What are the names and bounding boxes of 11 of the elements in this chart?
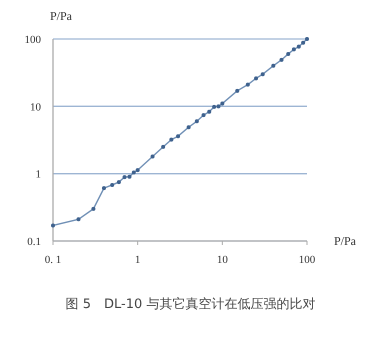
x-tick-label: 0. 1	[44, 254, 62, 266]
x-tick-label: 10	[216, 254, 228, 266]
y-tick-label: 100	[24, 34, 42, 46]
x-tick-label: 100	[298, 254, 316, 266]
y-tick-label: 10	[30, 101, 42, 114]
y-tick-label: 0.1	[27, 236, 41, 248]
caption: 图 5 DL-10 与其它真空计在低压强的比对	[66, 296, 316, 312]
y-tick-label: 1	[36, 168, 41, 181]
x-tick-label: 1	[134, 254, 140, 266]
x-axis-title: P/Pa	[334, 234, 357, 248]
y-axis-title: P/Pa	[50, 9, 73, 23]
